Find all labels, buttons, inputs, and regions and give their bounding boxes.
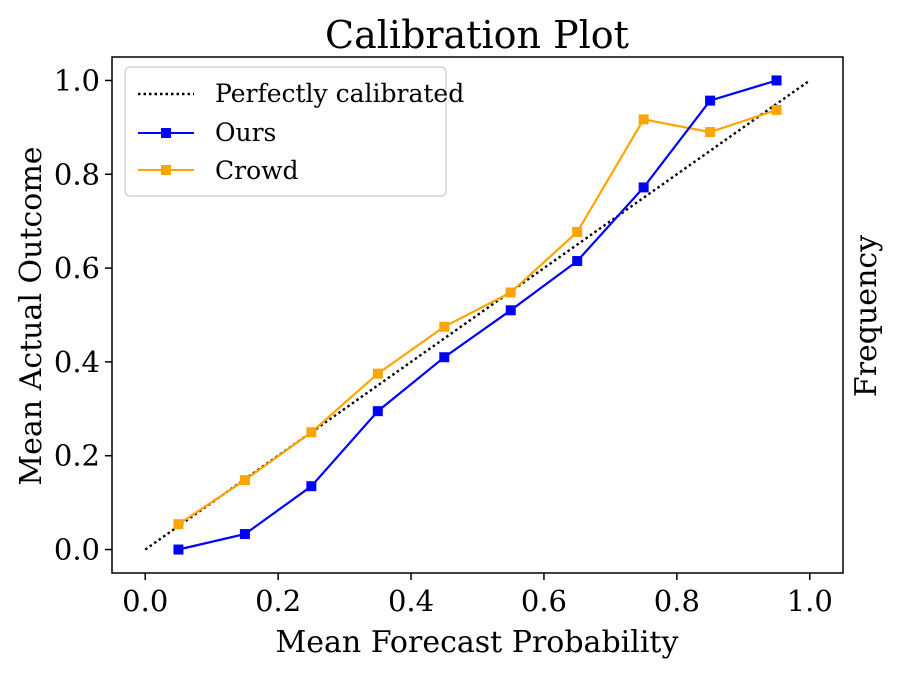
data-point-crowd — [572, 226, 583, 237]
data-point-crowd — [439, 321, 450, 332]
plot-frame — [111, 56, 844, 574]
data-point-ours — [439, 352, 450, 363]
data-point-ours — [173, 544, 184, 555]
y-tick-label: 0.8 — [54, 157, 100, 191]
x-tick-label: 0.6 — [521, 584, 567, 618]
data-point-crowd — [771, 105, 782, 116]
data-point-crowd — [705, 127, 716, 138]
series-line-ours — [178, 79, 777, 551]
legend-ours-label: Ours — [215, 118, 276, 147]
legend-crowd-label: Crowd — [215, 156, 299, 185]
series-line-crowd — [177, 108, 777, 526]
x-tick-label: 0.0 — [122, 584, 168, 618]
y-tick-label: 0.6 — [54, 251, 100, 285]
chart-title: Calibration Plot — [325, 13, 629, 57]
x-tick-label: 0.2 — [255, 584, 301, 618]
data-point-ours — [505, 305, 516, 316]
data-point-ours — [306, 481, 317, 492]
x-axis-label: Mean Forecast Probability — [276, 625, 679, 660]
data-point-crowd — [372, 368, 383, 379]
data-point-ours — [372, 406, 383, 417]
data-point-ours — [572, 256, 583, 267]
data-point-ours — [705, 95, 716, 106]
legend-crowd-marker — [161, 165, 171, 175]
y-axis-label-right: Frequency — [849, 235, 884, 397]
data-point-crowd — [638, 114, 649, 125]
y-axis-label: Mean Actual Outcome — [14, 146, 49, 485]
y-tick-label: 1.0 — [54, 63, 100, 97]
y-tick-label: 0.2 — [54, 439, 100, 473]
data-point-crowd — [505, 287, 516, 298]
legend-box — [124, 66, 447, 197]
data-point-crowd — [239, 475, 250, 486]
y-tick-label: 0.0 — [54, 533, 100, 567]
data-point-ours — [239, 529, 250, 540]
legend: Perfectly calibrated Ours Crowd — [124, 66, 464, 197]
x-tick-label: 0.8 — [654, 584, 700, 618]
x-tick-label: 0.4 — [388, 584, 434, 618]
data-point-crowd — [173, 519, 184, 530]
reference-line — [144, 79, 811, 551]
x-tick-label: 1.0 — [787, 584, 833, 618]
legend-reference-label: Perfectly calibrated — [215, 79, 464, 108]
legend-ours-marker — [161, 128, 171, 138]
data-point-ours — [771, 75, 782, 86]
data-point-ours — [638, 182, 649, 193]
y-tick-label: 0.4 — [54, 345, 100, 379]
data-point-crowd — [306, 427, 317, 438]
